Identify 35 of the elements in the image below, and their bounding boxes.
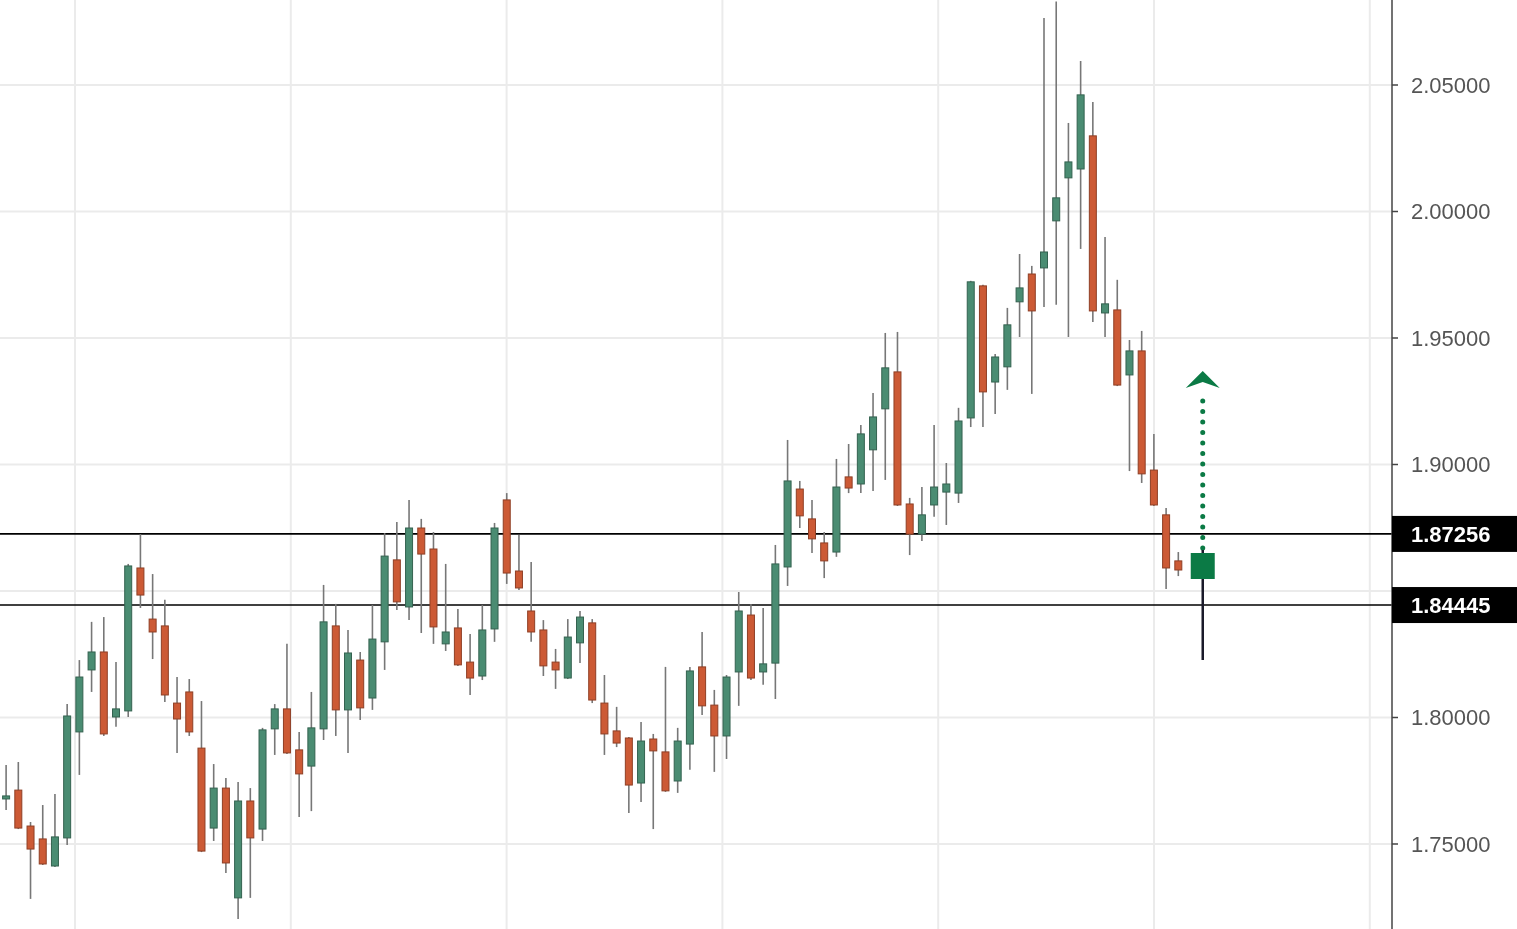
- candlestick: [1040, 17, 1048, 308]
- candlestick: [808, 499, 816, 554]
- candlestick: [1052, 0, 1061, 306]
- candlestick: [844, 443, 853, 494]
- candlestick: [930, 424, 939, 518]
- candlestick: [270, 703, 279, 756]
- candlestick: [942, 462, 951, 526]
- candlestick: [87, 621, 96, 693]
- y-tick-label: 2.05000: [1411, 72, 1491, 98]
- ref-line-label: 1.84445: [1411, 592, 1491, 618]
- y-tick-label: 1.95000: [1411, 325, 1491, 351]
- candlestick: [759, 607, 768, 686]
- y-tick-label: 1.75000: [1411, 831, 1491, 857]
- candlestick: [1174, 551, 1183, 577]
- candlestick: [173, 676, 182, 754]
- y-tick-label: 2.00000: [1411, 199, 1491, 225]
- candlestick: [917, 486, 926, 542]
- candlestick: [1015, 253, 1024, 338]
- y-tick-label: 1.80000: [1411, 705, 1491, 731]
- candlestick: [148, 573, 157, 660]
- candlestick: [26, 821, 35, 900]
- candlestick: [612, 706, 621, 748]
- candlestick: [2, 764, 11, 811]
- candlestick: [441, 563, 450, 652]
- y-tick-label: 1.90000: [1411, 452, 1491, 478]
- candlestick: [466, 633, 475, 696]
- candlestick: [1101, 236, 1110, 338]
- candlestick: [649, 733, 658, 830]
- candlestick: [551, 648, 560, 690]
- ref-line-label: 1.87256: [1411, 521, 1491, 547]
- candlestick: [514, 534, 523, 591]
- candlestick: [112, 661, 120, 728]
- candlestick: [820, 531, 829, 579]
- candlestick: [527, 561, 536, 643]
- candlestick: [1064, 122, 1073, 338]
